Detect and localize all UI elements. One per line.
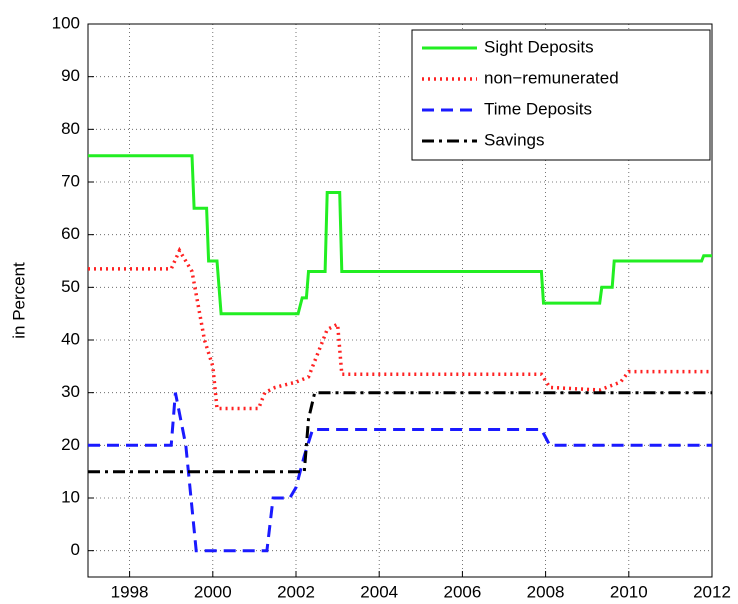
legend-label: Sight Deposits (484, 37, 594, 56)
legend-label: Time Deposits (484, 99, 592, 118)
legend-box (411, 29, 711, 161)
y-tick-label: 80 (61, 119, 80, 138)
legend-label: Savings (484, 130, 544, 149)
series-line (88, 154, 712, 316)
y-tick-label: 20 (61, 435, 80, 454)
y-tick-label: 50 (61, 277, 80, 296)
x-tick-label: 2002 (277, 582, 315, 601)
legend-label: non−remunerated (484, 68, 619, 87)
y-axis-label: in Percent (9, 262, 28, 339)
y-tick-label: 70 (61, 171, 80, 190)
x-tick-label: 2006 (443, 582, 481, 601)
y-tick-label: 40 (61, 329, 80, 348)
series-line (88, 246, 712, 411)
y-tick-label: 90 (61, 66, 80, 85)
x-tick-label: 2000 (194, 582, 232, 601)
series-line (88, 391, 712, 474)
x-tick-label: 2008 (527, 582, 565, 601)
x-tick-label: 2012 (693, 582, 731, 601)
y-tick-label: 10 (61, 487, 80, 506)
plot-frame (87, 23, 713, 578)
x-tick-label: 2010 (610, 582, 648, 601)
y-tick-label: 0 (71, 540, 80, 559)
x-tick-label: 1998 (111, 582, 149, 601)
x-tick-label: 2004 (360, 582, 398, 601)
y-tick-label: 60 (61, 224, 80, 243)
series-line (88, 392, 712, 553)
y-tick-label: 100 (52, 13, 80, 32)
y-tick-label: 30 (61, 382, 80, 401)
